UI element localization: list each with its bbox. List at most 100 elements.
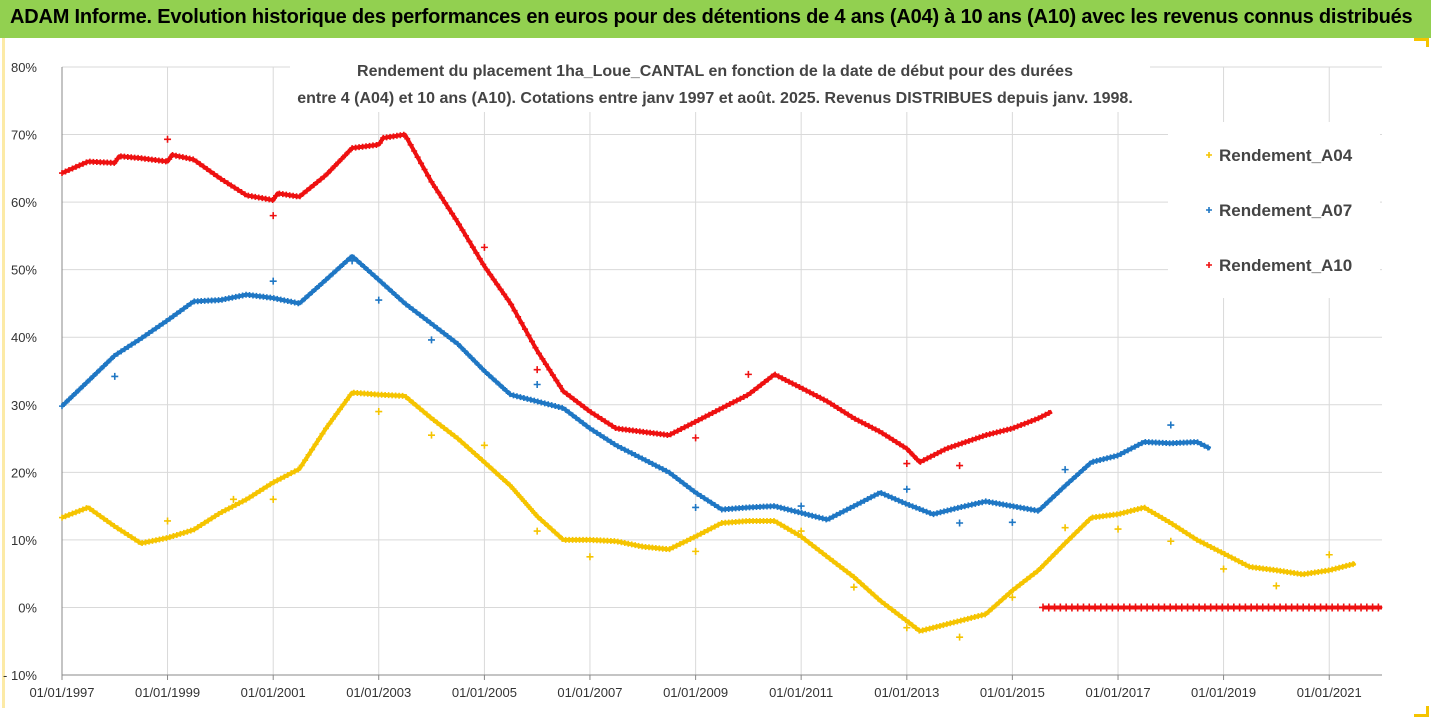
legend-marker [1206, 207, 1212, 213]
data-point [329, 415, 336, 422]
data-point [809, 542, 816, 549]
data-point [1082, 520, 1089, 527]
data-point [520, 498, 527, 505]
data-point [277, 475, 284, 482]
data-point [385, 285, 392, 292]
data-point [1204, 542, 1211, 549]
data-point [830, 513, 837, 520]
data-point [902, 617, 909, 624]
data-point [861, 497, 868, 504]
data-point [910, 452, 917, 459]
data-point [649, 460, 656, 467]
data-point [246, 494, 253, 501]
data-point [1190, 534, 1197, 541]
data-point [1194, 439, 1201, 446]
data-point [895, 497, 902, 504]
x-tick-label: 01/01/2021 [1297, 685, 1362, 700]
data-point [1030, 570, 1037, 577]
data-point [128, 534, 135, 541]
data-point [893, 439, 900, 446]
data-point [1058, 543, 1065, 550]
x-tick-label: 01/01/2001 [241, 685, 306, 700]
data-point [854, 501, 861, 508]
data-point [1121, 449, 1128, 456]
data-point [969, 436, 976, 443]
data-point [121, 346, 128, 353]
data-point [806, 389, 813, 396]
data-point [260, 485, 267, 492]
data-point [466, 238, 473, 245]
data-point [449, 210, 456, 217]
data-point [892, 609, 899, 616]
data-point [409, 306, 416, 313]
data-point [845, 411, 852, 418]
outlier-point [1325, 551, 1333, 559]
data-point [86, 505, 93, 512]
data-point [274, 477, 281, 484]
x-tick-label: 01/01/2005 [452, 685, 517, 700]
data-point [434, 325, 441, 332]
chart-svg: 80% 70% 60% 50% 40% 30% 20% 10% 0% - 10% 01/01/199… [3, 52, 1383, 700]
data-point [600, 434, 607, 441]
data-point [926, 625, 933, 632]
data-point [1041, 561, 1048, 568]
data-point [447, 430, 454, 437]
data-point [1011, 424, 1018, 431]
data-point [667, 431, 674, 438]
data-point [847, 504, 854, 511]
data-point [868, 589, 875, 596]
data-point [678, 426, 685, 433]
data-point [965, 502, 972, 509]
data-point [310, 181, 317, 188]
data-point [586, 425, 593, 432]
outlier-point [797, 502, 805, 510]
data-point [816, 514, 823, 521]
data-point [135, 538, 142, 545]
data-point [933, 623, 940, 630]
data-point [666, 469, 673, 476]
data-point [645, 459, 652, 466]
data-point [560, 388, 567, 395]
data-point [917, 458, 924, 465]
data-point [375, 276, 382, 283]
data-point [438, 194, 445, 201]
data-point [1155, 512, 1162, 519]
data-point [173, 531, 180, 538]
data-point [114, 155, 121, 162]
data-point [1135, 441, 1142, 448]
data-point [205, 517, 212, 524]
data-point [569, 412, 576, 419]
data-point [941, 446, 948, 453]
data-point [86, 376, 93, 383]
data-point [816, 547, 823, 554]
data-point [427, 414, 434, 421]
data-point [215, 510, 222, 517]
data-point [838, 407, 845, 414]
data-point [954, 618, 961, 625]
data-point [524, 502, 531, 509]
outlier-point [375, 296, 383, 304]
x-tick-label: 01/01/2003 [346, 685, 411, 700]
data-point [1239, 560, 1246, 567]
data-point [316, 282, 323, 289]
data-point [535, 350, 542, 357]
data-point [210, 170, 217, 177]
data-point [208, 515, 215, 522]
outlier-point [111, 372, 119, 380]
outlier-point [1220, 565, 1228, 573]
data-point [149, 327, 156, 334]
data-point [958, 504, 965, 511]
outlier-point [956, 462, 964, 470]
data-point [899, 614, 906, 621]
data-point [632, 452, 639, 459]
x-tick-label: 01/01/2007 [557, 685, 622, 700]
data-point [869, 424, 876, 431]
data-point [79, 160, 86, 167]
data-point [303, 187, 310, 194]
data-point [673, 542, 680, 549]
data-point [765, 376, 772, 383]
data-point [97, 366, 104, 373]
data-point [434, 419, 441, 426]
data-point [163, 535, 170, 542]
chart-title-bg [290, 52, 1150, 112]
